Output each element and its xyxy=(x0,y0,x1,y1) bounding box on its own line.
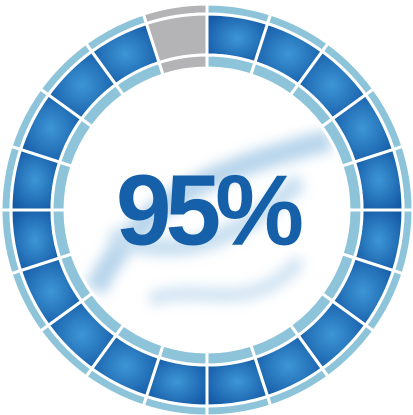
percent-label: 95% xyxy=(116,154,302,266)
dna-illustration xyxy=(85,129,333,307)
inner-rim xyxy=(157,53,209,77)
empty-segments xyxy=(141,2,209,77)
